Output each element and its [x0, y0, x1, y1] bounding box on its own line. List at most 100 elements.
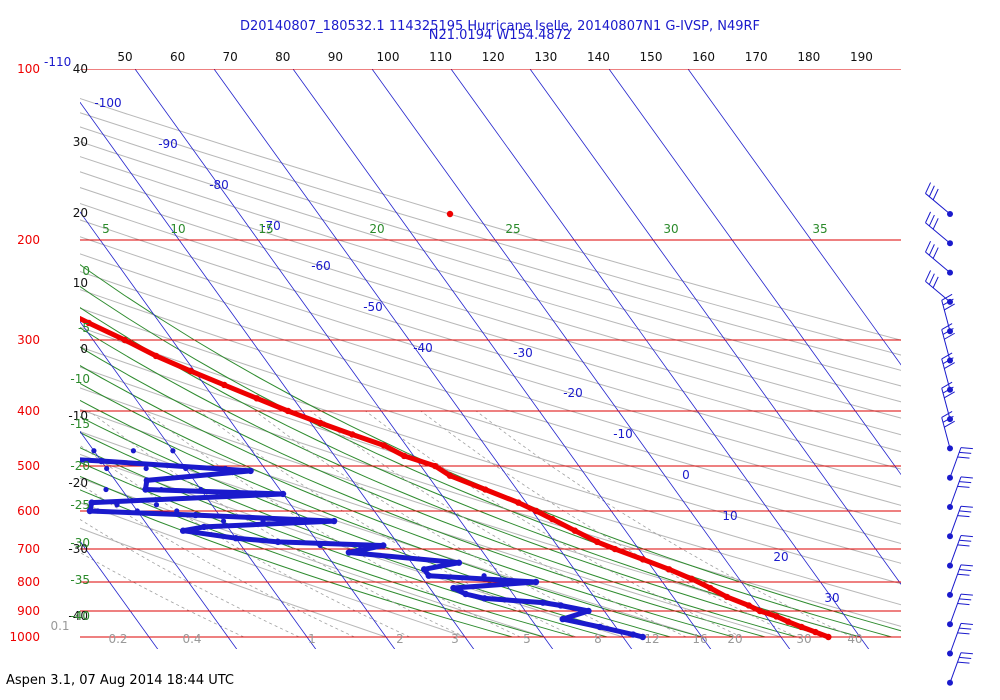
top-scale-label: -110 — [44, 55, 71, 69]
dry-adiabat — [80, 366, 901, 627]
mixing-ratio-label: 12 — [644, 632, 659, 646]
dry-adiabat — [80, 527, 387, 638]
dewpoint-profile-point — [28, 382, 34, 388]
moist-adiabat — [80, 399, 703, 638]
dewpoint-profile-point — [539, 599, 547, 606]
dewpoint-profile-point — [629, 631, 637, 638]
temperature-profile-point — [349, 431, 356, 438]
top-scale-label: 180 — [797, 50, 820, 64]
temperature-profile-point — [665, 566, 673, 573]
theta-e-label: -35 — [70, 573, 90, 587]
dewpoint-profile-point — [639, 633, 646, 641]
theta-e-label: 15 — [258, 222, 273, 236]
temperature-profile-point — [571, 527, 579, 534]
dry-adiabat — [80, 236, 901, 488]
isotherm-label: -100 — [94, 96, 121, 110]
dewpoint-profile-point — [345, 549, 353, 556]
dewpoint-profile-point — [232, 535, 240, 542]
top-scale-label: 100 — [377, 50, 400, 64]
wind-barb-staff — [925, 193, 951, 215]
temperature-profile-point — [784, 618, 792, 625]
dewpoint-sparse-point — [143, 465, 149, 472]
wind-barb-staff — [925, 222, 951, 244]
temperature-profile-point — [593, 538, 601, 546]
wind-barb — [925, 240, 953, 276]
wind-barb-flag — [925, 270, 932, 282]
wind-barb — [947, 535, 973, 569]
wind-barb-flag — [941, 411, 953, 418]
dry-adiabat — [80, 187, 901, 436]
wind-barb-flag — [960, 476, 973, 479]
dewpoint-sparse-point — [481, 573, 487, 579]
theta-e-label: -15 — [70, 417, 90, 431]
dewpoint-profile-point — [274, 538, 282, 546]
height-label: 20 — [73, 206, 88, 220]
dewpoint-sparse-point — [134, 508, 140, 514]
wind-barb-flag — [942, 298, 954, 306]
temperature-profile-point — [688, 575, 695, 583]
wind-barb-flag — [960, 535, 973, 538]
wind-barb-flag — [957, 485, 970, 488]
dewpoint-profile-point — [455, 559, 463, 566]
dewpoint-profile-point — [532, 578, 540, 586]
wind-barb-flag — [932, 276, 939, 288]
height-label: -20 — [68, 476, 88, 490]
dewpoint-profile-point — [179, 527, 187, 534]
pressure-label: 1000 — [9, 630, 40, 644]
wind-barb-flag — [925, 240, 932, 253]
wind-barb-flag — [957, 515, 970, 518]
isotherm-label: -60 — [311, 259, 331, 273]
wind-barb-flag — [928, 273, 935, 285]
mixing-ratio-label: 30 — [796, 632, 811, 646]
isotherm-label: -50 — [363, 300, 383, 314]
wind-barb — [947, 564, 973, 598]
mixing-ratio-label: 5 — [523, 632, 531, 646]
temperature-profile-point — [187, 367, 194, 375]
top-scale-label: 50 — [117, 50, 132, 64]
wind-barb-flag — [960, 652, 973, 655]
theta-e-label: -25 — [70, 498, 90, 512]
wind-barb-flag — [959, 510, 972, 513]
mixing-ratio-label: 2 — [396, 632, 404, 646]
top-scale-label: 80 — [275, 50, 290, 64]
dewpoint-sparse-point — [220, 518, 227, 524]
wind-barb-flag — [959, 656, 972, 659]
dewpoint-profile-point — [142, 486, 149, 493]
theta-e-label: -20 — [70, 459, 90, 473]
pressure-label: 100 — [17, 62, 40, 76]
temperature-profile-point — [317, 419, 324, 427]
mixing-ratio-label: 0.4 — [182, 632, 201, 646]
isotherm-label: -70 — [261, 219, 281, 233]
dewpoint-sparse-point — [103, 486, 109, 493]
temperature-profile-point — [49, 302, 55, 308]
wind-barb-flag — [941, 381, 953, 389]
temperature-profile-point — [152, 352, 160, 360]
isotherm-label: -90 — [158, 137, 178, 151]
dry-adiabat — [80, 126, 901, 371]
wind-barb-flag — [959, 451, 972, 454]
dewpoint-sparse-point — [114, 502, 120, 508]
wind-barb-flag — [932, 188, 939, 201]
wind-barb-flag — [944, 362, 955, 369]
temperature-profile-point — [798, 623, 805, 631]
dry-adiabat — [80, 253, 901, 506]
wind-barb-flag — [957, 632, 970, 635]
wind-barb-flag — [925, 182, 932, 194]
dewpoint-sparse-point — [198, 486, 204, 493]
isotherm — [608, 69, 901, 476]
dewpoint-sparse-point — [356, 542, 363, 549]
wind-barb-flag — [942, 357, 954, 365]
isotherm — [80, 211, 396, 649]
pressure-label: 400 — [17, 404, 40, 418]
isotherm — [687, 69, 901, 366]
height-label: 10 — [73, 276, 88, 290]
wind-barb — [925, 182, 953, 217]
temperature-profile-point — [431, 462, 439, 470]
wind-barb — [947, 505, 973, 540]
dewpoint-profile-point — [41, 395, 47, 401]
top-scale-label: 120 — [482, 50, 505, 64]
dewpoint-sparse-point — [158, 486, 164, 493]
dewpoint-profile-point — [462, 590, 469, 598]
pressure-label: 200 — [17, 233, 40, 247]
